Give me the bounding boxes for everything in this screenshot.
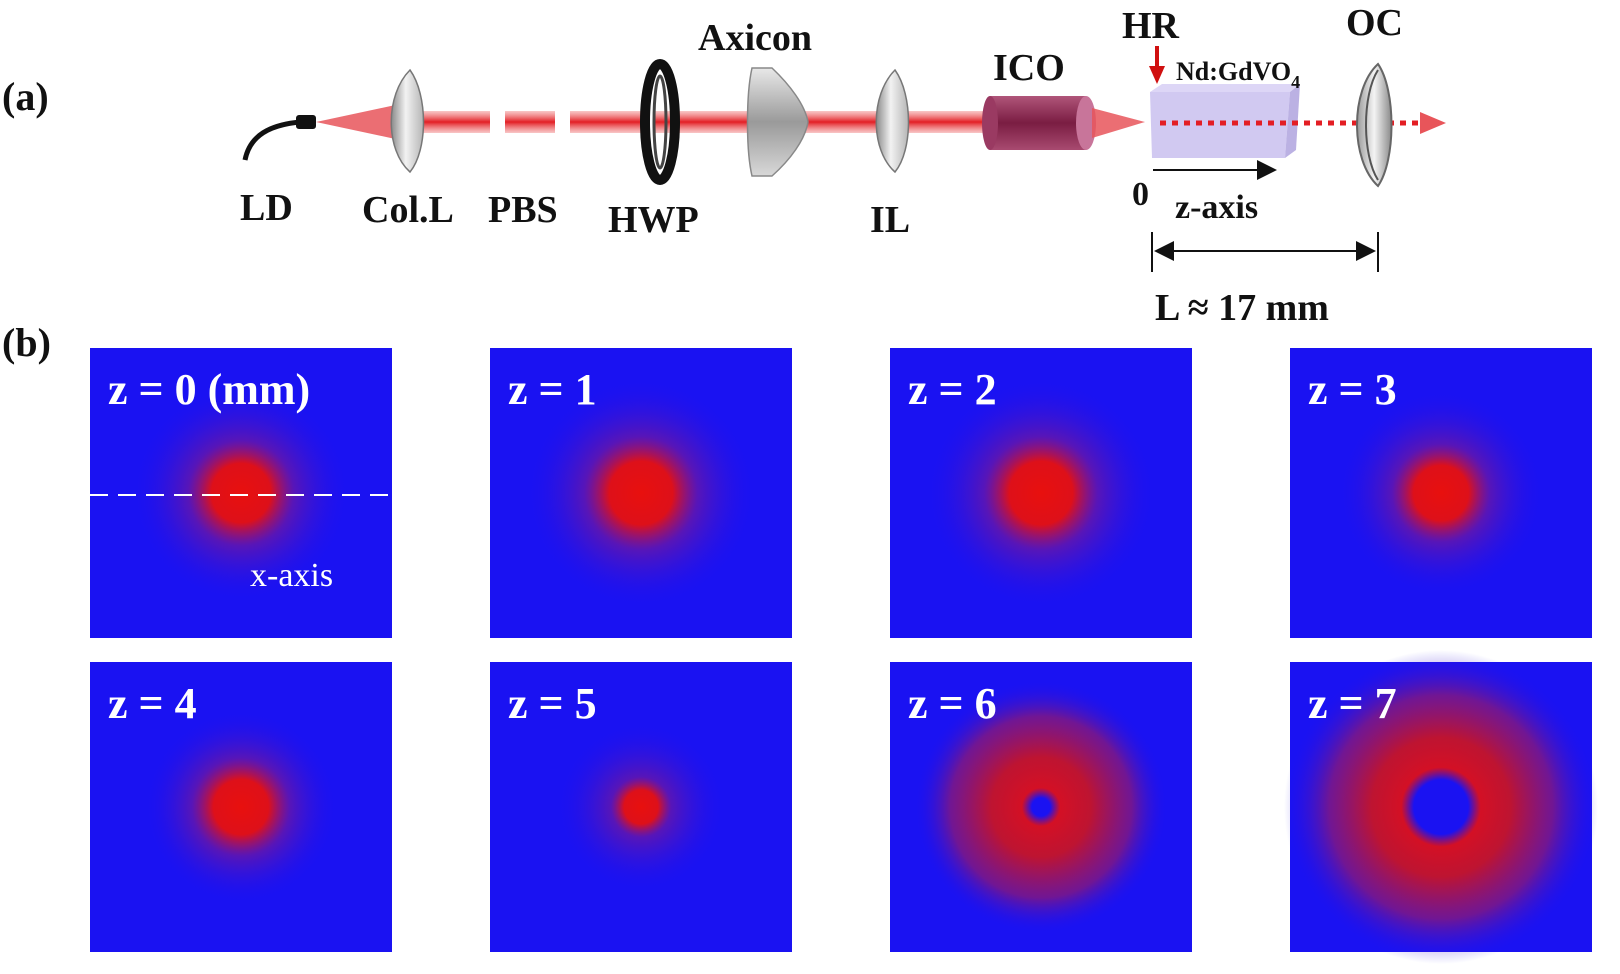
- beam-spot: [132, 384, 350, 602]
- imaging-lens: [875, 68, 910, 174]
- axicon: [746, 67, 809, 177]
- hr-arrow: [1149, 46, 1165, 84]
- beam-spot: [144, 710, 338, 904]
- ico-label: ICO: [993, 47, 1065, 89]
- cavity-length-label: L ≈ 17 mm: [1155, 287, 1329, 329]
- tile-z-label: z = 5: [508, 679, 597, 728]
- col-l-label: Col.L: [362, 189, 454, 231]
- beam-profile-tile: x-axis z = 0 (mm): [90, 348, 392, 638]
- hwp-label: HWP: [608, 199, 699, 241]
- beam-segment-6: [900, 111, 990, 133]
- il-label: IL: [870, 199, 910, 241]
- crystal-label: Nd:GdVO4: [1176, 57, 1300, 92]
- beam-profile-tile: z = 3: [1290, 348, 1592, 638]
- hr-label: HR: [1122, 5, 1180, 47]
- beam-ring: [914, 680, 1168, 934]
- beam-segment-2: [505, 111, 555, 133]
- beam-segment-5: [800, 111, 900, 133]
- z-axis-origin: 0: [1132, 176, 1149, 213]
- beam-converging: [1092, 108, 1145, 138]
- panel-b-label: (b): [2, 320, 51, 365]
- ld-label: LD: [240, 187, 293, 229]
- tile-z-label: z = 3: [1308, 365, 1397, 414]
- panel-b: (b) x-axis z = 0 (mm) z = 1 z = 2 z = 3 z = 4…: [2, 320, 1599, 965]
- beam-ring: [1283, 649, 1599, 965]
- beam-spot: [556, 722, 726, 892]
- output-coupler: [1356, 62, 1393, 188]
- beam-segment-3: [570, 111, 650, 133]
- beam-profile-tile: z = 6: [890, 662, 1192, 952]
- x-axis-label: x-axis: [250, 557, 333, 594]
- tile-z-label: z = 4: [108, 679, 197, 728]
- tile-z-label: z = 2: [908, 365, 997, 414]
- beam-spot: [526, 378, 756, 608]
- beam-segment-4: [655, 111, 755, 133]
- beam-profile-tile: z = 1: [490, 348, 792, 638]
- tile-z-label: z = 0 (mm): [108, 365, 310, 414]
- panel-a-label: (a): [2, 74, 49, 119]
- beam-profile-tile: z = 2: [890, 348, 1192, 638]
- laser-output-arrowhead: [1420, 112, 1446, 134]
- beam-spot: [926, 378, 1156, 608]
- collimating-lens: [390, 68, 425, 174]
- tile-z-label: z = 6: [908, 679, 997, 728]
- tile-z-label: z = 7: [1308, 679, 1397, 728]
- beam-spot: [1338, 390, 1544, 596]
- beam-diverging: [316, 104, 400, 140]
- oc-label: OC: [1346, 2, 1403, 44]
- tile-z-label: z = 1: [508, 365, 597, 414]
- beam-profile-grid: x-axis z = 0 (mm) z = 1 z = 2 z = 3 z = 4 z = …: [90, 348, 1599, 965]
- laser-diode: [242, 115, 316, 161]
- beam-profile-tile: z = 5: [490, 662, 792, 952]
- ico-cylinder: [982, 96, 1096, 150]
- z-axis-label: z-axis: [1175, 189, 1258, 226]
- beam-profile-tile: z = 7: [1283, 649, 1599, 965]
- half-wave-plate: [640, 59, 680, 185]
- cavity-length-bracket: [1151, 232, 1379, 272]
- panel-a: (a) LD Col.L PBS HWP: [2, 2, 1446, 329]
- axicon-label: Axicon: [698, 17, 812, 59]
- beam-profile-tile: z = 4: [90, 662, 392, 952]
- pbs-label: PBS: [488, 189, 558, 231]
